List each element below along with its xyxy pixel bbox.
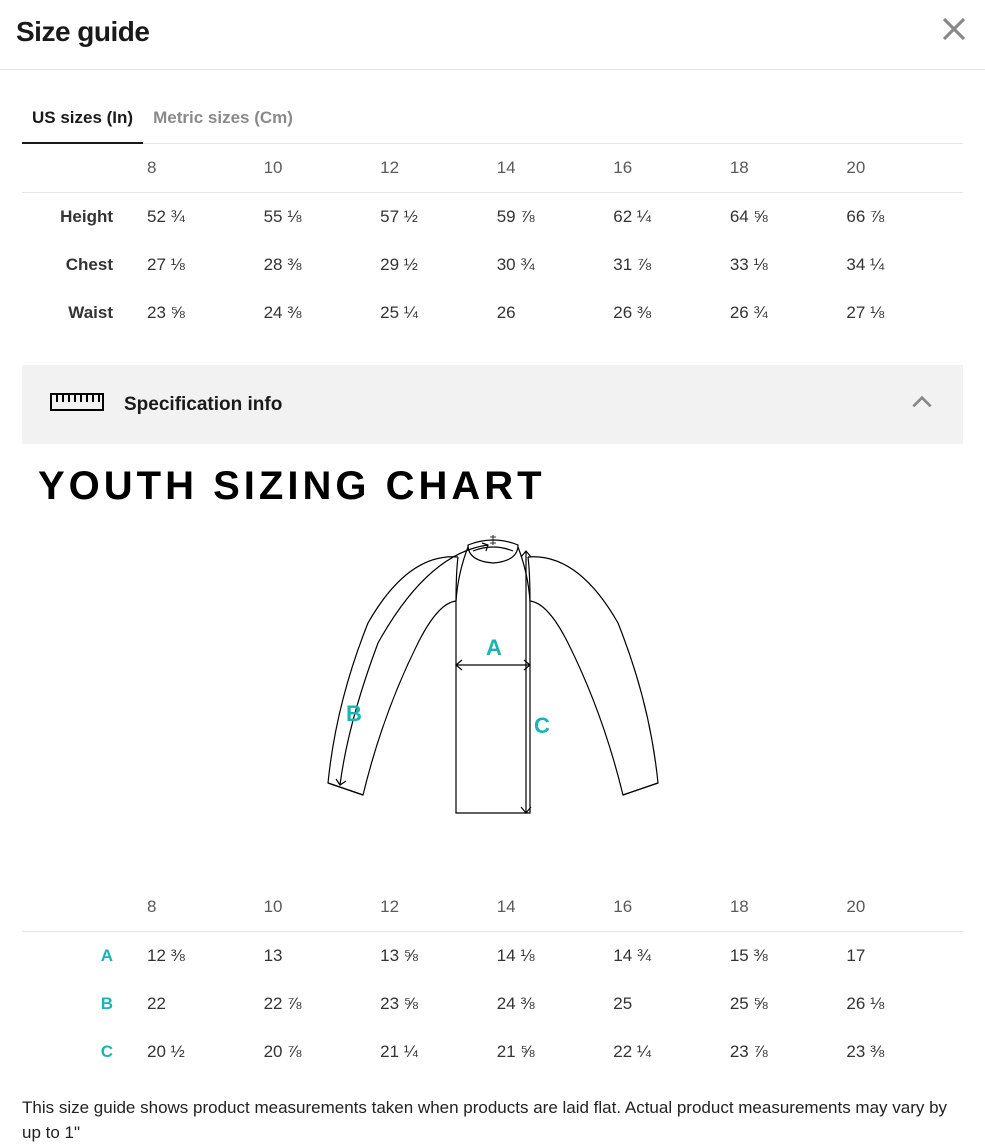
cell: 14 ¾ (613, 932, 730, 981)
table-row: C 20 ½ 20 ⅞ 21 ¼ 21 ⅝ 22 ¼ 23 ⅞ 23 ⅜ (22, 1028, 963, 1076)
modal-title: Size guide (16, 16, 149, 48)
cell: 23 ⅝ (147, 289, 264, 337)
size-col: 18 (730, 144, 847, 193)
cell: 26 (497, 289, 614, 337)
unit-tabs: US sizes (In) Metric sizes (Cm) (22, 98, 963, 144)
cell: 17 (846, 932, 963, 981)
cell: 26 ¾ (730, 289, 847, 337)
cell: 28 ⅜ (264, 241, 381, 289)
cell: 25 (613, 980, 730, 1028)
diagram-label-b: B (346, 701, 362, 726)
diagram-label-a: A (486, 635, 502, 660)
cell: 12 ⅜ (147, 932, 264, 981)
cell: 14 ⅛ (497, 932, 614, 981)
cell: 25 ⅝ (730, 980, 847, 1028)
cell: 21 ¼ (380, 1028, 497, 1076)
size-table-header-row: 8 10 12 14 16 18 20 (22, 144, 963, 193)
cell: 15 ⅜ (730, 932, 847, 981)
size-col: 12 (380, 144, 497, 193)
row-label: B (22, 980, 147, 1028)
cell: 22 ⅞ (264, 980, 381, 1028)
size-col: 16 (613, 144, 730, 193)
size-col: 18 (730, 883, 847, 932)
chevron-up-icon (909, 389, 935, 420)
cell: 20 ⅞ (264, 1028, 381, 1076)
row-label: Height (22, 193, 147, 242)
spec-accordion-header[interactable]: Specification info (22, 365, 963, 444)
spec-table: 8 10 12 14 16 18 20 A 12 ⅜ 13 13 ⅝ 14 ⅛ … (22, 883, 963, 1076)
spec-table-corner (22, 883, 147, 932)
table-row: Height 52 ¾ 55 ⅛ 57 ½ 59 ⅞ 62 ¼ 64 ⅝ 66 … (22, 193, 963, 242)
size-col: 10 (264, 144, 381, 193)
cell: 26 ⅛ (846, 980, 963, 1028)
cell: 30 ¾ (497, 241, 614, 289)
row-label: Waist (22, 289, 147, 337)
close-button[interactable] (939, 14, 969, 49)
cell: 13 ⅝ (380, 932, 497, 981)
row-label: Chest (22, 241, 147, 289)
size-col: 10 (264, 883, 381, 932)
ruler-icon (50, 393, 104, 416)
table-row: B 22 22 ⅞ 23 ⅝ 24 ⅜ 25 25 ⅝ 26 ⅛ (22, 980, 963, 1028)
cell: 21 ⅝ (497, 1028, 614, 1076)
cell: 33 ⅛ (730, 241, 847, 289)
cell: 59 ⅞ (497, 193, 614, 242)
row-label: A (22, 932, 147, 981)
diagram-label-c: C (534, 713, 550, 738)
cell: 52 ¾ (147, 193, 264, 242)
cell: 25 ¼ (380, 289, 497, 337)
tab-us-sizes[interactable]: US sizes (In) (22, 98, 143, 144)
cell: 27 ⅛ (846, 289, 963, 337)
cell: 23 ⅝ (380, 980, 497, 1028)
cell: 13 (264, 932, 381, 981)
cell: 66 ⅞ (846, 193, 963, 242)
size-col: 20 (846, 144, 963, 193)
size-col: 20 (846, 883, 963, 932)
size-col: 14 (497, 144, 614, 193)
size-col: 8 (147, 144, 264, 193)
cell: 27 ⅛ (147, 241, 264, 289)
size-col: 14 (497, 883, 614, 932)
modal-header: Size guide (0, 0, 985, 70)
close-icon (939, 31, 969, 48)
cell: 64 ⅝ (730, 193, 847, 242)
row-label: C (22, 1028, 147, 1076)
size-col: 8 (147, 883, 264, 932)
size-col: 16 (613, 883, 730, 932)
chart-title: YOUTH SIZING CHART (38, 458, 947, 523)
cell: 22 ¼ (613, 1028, 730, 1076)
footnote: This size guide shows product measuremen… (22, 1076, 963, 1145)
cell: 23 ⅞ (730, 1028, 847, 1076)
cell: 62 ¼ (613, 193, 730, 242)
spec-table-header-row: 8 10 12 14 16 18 20 (22, 883, 963, 932)
size-col: 12 (380, 883, 497, 932)
cell: 22 (147, 980, 264, 1028)
table-row: A 12 ⅜ 13 13 ⅝ 14 ⅛ 14 ¾ 15 ⅜ 17 (22, 932, 963, 981)
cell: 20 ½ (147, 1028, 264, 1076)
size-table-corner (22, 144, 147, 193)
tab-metric-sizes[interactable]: Metric sizes (Cm) (143, 98, 303, 144)
cell: 24 ⅜ (497, 980, 614, 1028)
cell: 34 ¼ (846, 241, 963, 289)
cell: 57 ½ (380, 193, 497, 242)
cell: 24 ⅜ (264, 289, 381, 337)
sizing-diagram: A C B (38, 523, 947, 883)
cell: 29 ½ (380, 241, 497, 289)
table-row: Waist 23 ⅝ 24 ⅜ 25 ¼ 26 26 ⅜ 26 ¾ 27 ⅛ (22, 289, 963, 337)
size-table: 8 10 12 14 16 18 20 Height 52 ¾ 55 ⅛ 57 … (22, 144, 963, 337)
cell: 55 ⅛ (264, 193, 381, 242)
cell: 23 ⅜ (846, 1028, 963, 1076)
cell: 31 ⅞ (613, 241, 730, 289)
spec-section: Specification info YOUTH SIZING CHART (22, 365, 963, 1145)
spec-title: Specification info (124, 394, 909, 416)
cell: 26 ⅜ (613, 289, 730, 337)
table-row: Chest 27 ⅛ 28 ⅜ 29 ½ 30 ¾ 31 ⅞ 33 ⅛ 34 ¼ (22, 241, 963, 289)
chart-area: YOUTH SIZING CHART (22, 444, 963, 883)
